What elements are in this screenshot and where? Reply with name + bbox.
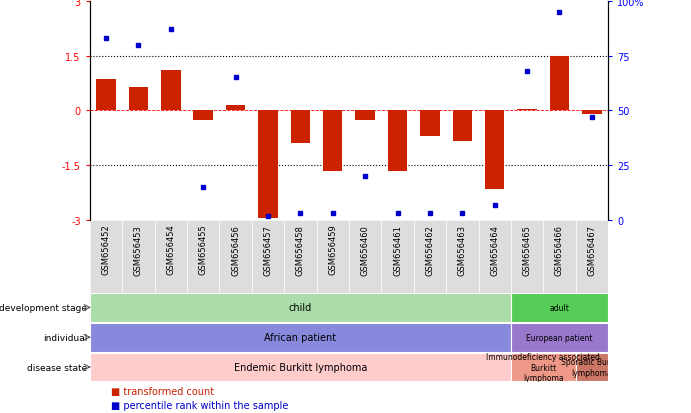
Text: GSM656461: GSM656461 [393, 224, 402, 275]
Bar [420, 111, 439, 137]
Text: African patient: African patient [264, 332, 337, 342]
Bar [90, 323, 511, 352]
Bar [485, 111, 504, 190]
Text: GSM656457: GSM656457 [263, 224, 272, 275]
Bar [453, 111, 472, 142]
Text: Sporadic Burkitt
lymphoma: Sporadic Burkitt lymphoma [561, 358, 623, 377]
Text: GSM656454: GSM656454 [167, 224, 176, 275]
Text: GSM656456: GSM656456 [231, 224, 240, 275]
Bar [90, 221, 122, 293]
Text: GSM656455: GSM656455 [199, 224, 208, 275]
Bar [226, 106, 245, 111]
Bar [90, 353, 511, 382]
Bar [511, 353, 576, 382]
Bar [96, 80, 115, 111]
Text: GSM656459: GSM656459 [328, 224, 337, 275]
Bar [381, 221, 414, 293]
Bar [323, 111, 343, 171]
Text: GSM656462: GSM656462 [426, 224, 435, 275]
Bar [252, 221, 284, 293]
Text: GSM656464: GSM656464 [490, 224, 499, 275]
Bar [349, 221, 381, 293]
Text: European patient: European patient [527, 333, 593, 342]
Text: GSM656463: GSM656463 [458, 224, 467, 275]
Bar [582, 111, 602, 115]
Text: GSM656452: GSM656452 [102, 224, 111, 275]
Text: ■ percentile rank within the sample: ■ percentile rank within the sample [111, 400, 288, 410]
Bar [355, 111, 375, 120]
Text: adult: adult [549, 303, 569, 312]
Text: GSM656453: GSM656453 [134, 224, 143, 275]
Text: individual: individual [43, 333, 87, 342]
Text: ■ transformed count: ■ transformed count [111, 386, 214, 396]
Bar [543, 221, 576, 293]
Text: GSM656465: GSM656465 [522, 224, 531, 275]
Bar [129, 88, 148, 111]
Bar [187, 221, 219, 293]
Text: GSM656458: GSM656458 [296, 224, 305, 275]
Bar [478, 221, 511, 293]
Bar [193, 111, 213, 120]
Text: disease state: disease state [27, 363, 87, 372]
Text: GSM656460: GSM656460 [361, 224, 370, 275]
Text: Immunodeficiency associated
Burkitt
lymphoma: Immunodeficiency associated Burkitt lymp… [486, 352, 600, 382]
Bar [90, 293, 511, 322]
Bar [122, 221, 155, 293]
Text: GSM656466: GSM656466 [555, 224, 564, 275]
Bar [316, 221, 349, 293]
Bar [576, 221, 608, 293]
Bar [511, 221, 543, 293]
Bar [219, 221, 252, 293]
Bar [550, 57, 569, 111]
Bar [155, 221, 187, 293]
Bar [576, 353, 608, 382]
Bar [291, 111, 310, 144]
Text: child: child [289, 303, 312, 313]
Text: GSM656467: GSM656467 [587, 224, 596, 275]
Text: development stage: development stage [0, 303, 87, 312]
Bar [388, 111, 407, 171]
Bar [511, 323, 608, 352]
Bar [161, 71, 180, 111]
Bar [446, 221, 478, 293]
Bar [414, 221, 446, 293]
Text: Endemic Burkitt lymphoma: Endemic Burkitt lymphoma [234, 362, 367, 372]
Bar [511, 293, 608, 322]
Bar [284, 221, 316, 293]
Bar [258, 111, 278, 219]
Bar [518, 109, 537, 111]
